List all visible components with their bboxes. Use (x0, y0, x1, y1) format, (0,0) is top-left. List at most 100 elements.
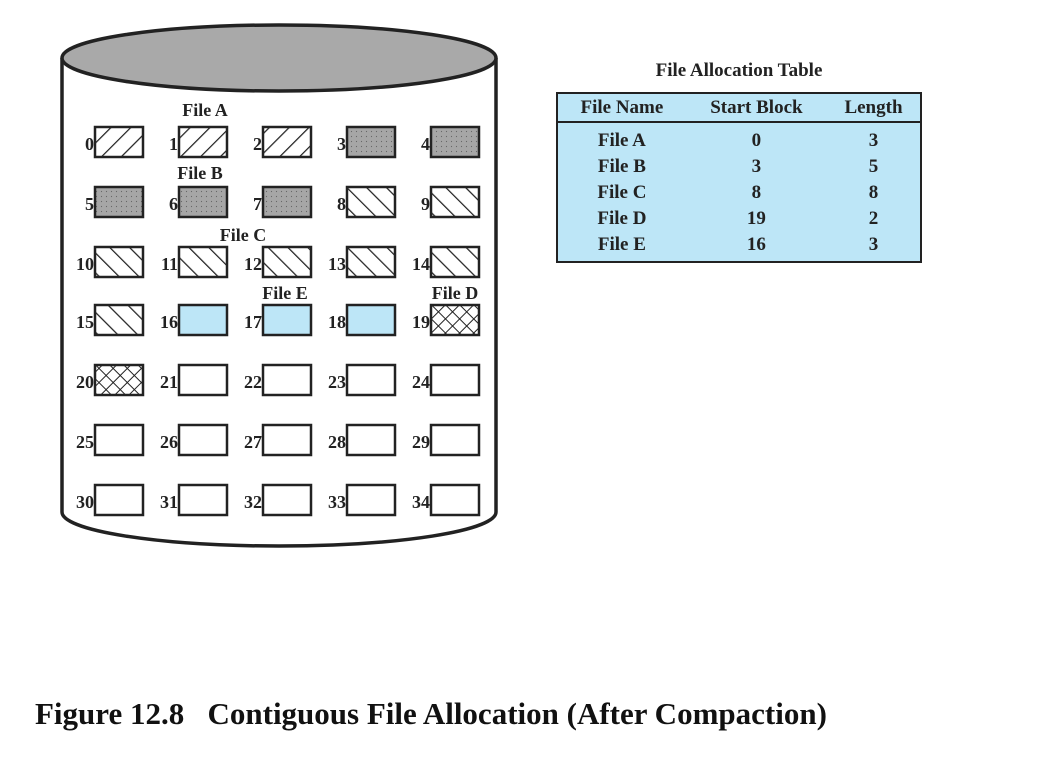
block-number: 22 (244, 372, 262, 392)
block-number: 4 (421, 134, 430, 154)
disk-block (261, 483, 313, 517)
disk-block (345, 303, 397, 337)
disk-block (93, 125, 145, 159)
block-number: 27 (244, 432, 262, 452)
disk-block (429, 185, 481, 219)
cell-length: 3 (868, 234, 879, 255)
block-number: 31 (160, 492, 178, 512)
disk-block (345, 125, 397, 159)
cell-length: 8 (868, 182, 879, 203)
block-number: 2 (253, 134, 262, 154)
table-row: File C 8 8 (558, 180, 920, 206)
disk-block (93, 245, 145, 279)
disk-block (177, 185, 229, 219)
table-row: File A 0 3 (558, 122, 920, 154)
block-number: 3 (337, 134, 346, 154)
cell-length: 5 (868, 156, 879, 177)
col-start-block: Start Block (685, 94, 827, 123)
block-number: 23 (328, 372, 346, 392)
disk-block (345, 483, 397, 517)
block-number: 5 (85, 194, 94, 214)
disk-block (177, 423, 229, 457)
cell-start-block: 19 (746, 208, 766, 229)
block-number: 11 (161, 254, 178, 274)
cell-file-name: File E (597, 234, 646, 255)
disk-block (345, 245, 397, 279)
disk-block (177, 125, 229, 159)
disk-block (177, 303, 229, 337)
disk-block (93, 483, 145, 517)
disk-block (93, 185, 145, 219)
cylinder-top (60, 23, 498, 93)
block-number: 19 (412, 312, 430, 332)
col-length: Length (827, 94, 920, 123)
disk-block (429, 423, 481, 457)
figure-caption: Figure 12.8 Contiguous File Allocation (… (35, 696, 827, 731)
block-number: 6 (169, 194, 178, 214)
file-label: File E (262, 283, 308, 303)
table-row: File B 3 5 (558, 154, 920, 180)
disk-block (429, 483, 481, 517)
file-label: File D (432, 283, 479, 303)
disk-block (93, 303, 145, 337)
disk-block (429, 125, 481, 159)
block-number: 29 (412, 432, 430, 452)
disk-block (345, 423, 397, 457)
cell-file-name: File C (597, 182, 647, 203)
cell-file-name: File D (597, 208, 647, 229)
cell-start-block: 8 (751, 182, 762, 203)
block-number: 14 (412, 254, 430, 274)
cell-start-block: 3 (751, 156, 762, 177)
block-number: 16 (160, 312, 178, 332)
block-number: 12 (244, 254, 262, 274)
disk-block (261, 363, 313, 397)
block-number: 13 (328, 254, 346, 274)
disk-block (261, 303, 313, 337)
file-label: File A (182, 100, 228, 120)
block-number: 20 (76, 372, 94, 392)
disk-block (261, 185, 313, 219)
block-number: 21 (160, 372, 178, 392)
cell-length: 3 (868, 130, 879, 151)
disk-block (177, 363, 229, 397)
disk-block (93, 423, 145, 457)
block-number: 24 (412, 372, 430, 392)
file-label: File C (220, 225, 267, 245)
block-number: 32 (244, 492, 262, 512)
file-label: File B (177, 163, 223, 183)
block-number: 26 (160, 432, 178, 452)
block-number: 9 (421, 194, 430, 214)
disk-block (93, 363, 145, 397)
block-number: 0 (85, 134, 94, 154)
table-row: File D 19 2 (558, 206, 920, 232)
cell-file-name: File B (597, 156, 646, 177)
block-number: 17 (244, 312, 262, 332)
disk-block (345, 363, 397, 397)
col-file-name: File Name (558, 94, 686, 123)
disk-block (177, 245, 229, 279)
table-row: File E 16 3 (558, 232, 920, 261)
disk-block (177, 483, 229, 517)
disk-block (429, 363, 481, 397)
block-number: 25 (76, 432, 94, 452)
block-number: 18 (328, 312, 346, 332)
block-number: 34 (412, 492, 430, 512)
block-number: 15 (76, 312, 94, 332)
disk-block (261, 125, 313, 159)
cell-file-name: File A (597, 130, 646, 151)
block-number: 28 (328, 432, 346, 452)
block-number: 1 (169, 134, 178, 154)
cell-length: 2 (868, 208, 879, 229)
block-number: 8 (337, 194, 346, 214)
block-number: 7 (253, 194, 262, 214)
block-number: 10 (76, 254, 94, 274)
cell-start-block: 16 (746, 234, 766, 255)
disk-block (261, 423, 313, 457)
block-number: 33 (328, 492, 346, 512)
file-allocation-table: File Name Start Block Length File A 0 3 Fil… (556, 92, 922, 263)
fat-title: File Allocation Table (655, 60, 823, 81)
disk-block (261, 245, 313, 279)
disk-block (345, 185, 397, 219)
disk-block (429, 245, 481, 279)
